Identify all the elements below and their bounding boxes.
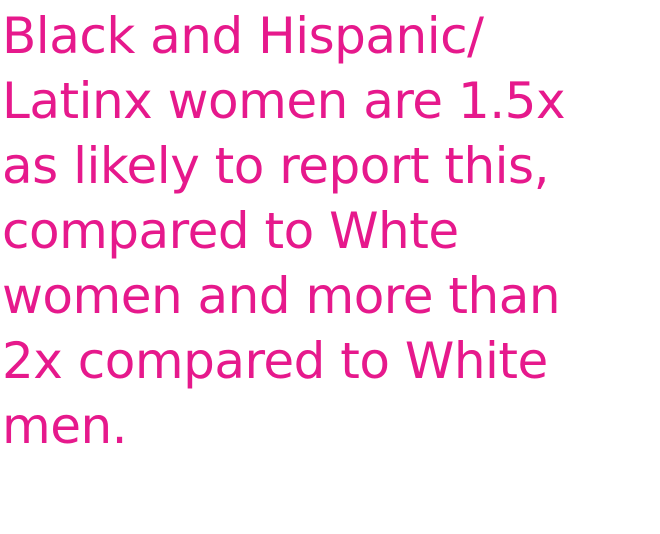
- statement-line: women and more than: [2, 267, 561, 325]
- statement-line: as likely to report this,: [2, 137, 550, 195]
- statement-line: Latinx women are 1.5x: [2, 72, 566, 130]
- statement-line: men.: [2, 397, 128, 455]
- statement-line: Black and Hispanic/: [2, 7, 484, 65]
- statement-text: Black and Hispanic/ Latinx women are 1.5…: [2, 4, 652, 459]
- statement-line: 2x compared to White: [2, 332, 548, 390]
- statement-line: compared to Whte: [2, 202, 459, 260]
